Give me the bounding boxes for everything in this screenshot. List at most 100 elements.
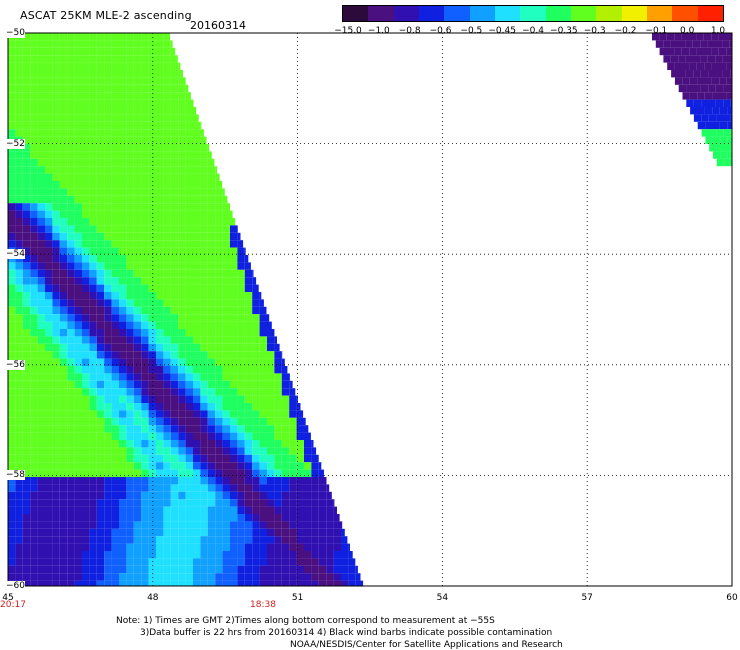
swath-cell xyxy=(274,403,282,411)
swath-cell xyxy=(59,329,68,337)
swath-cell xyxy=(133,203,142,211)
swath-cell xyxy=(37,136,45,144)
swath-cell xyxy=(667,62,675,70)
swath-cell xyxy=(163,373,171,381)
swath-cell xyxy=(8,306,16,315)
swath-cell xyxy=(326,491,332,500)
swath-cell xyxy=(156,432,164,440)
swath-cell xyxy=(207,477,216,485)
swath-cell xyxy=(148,484,156,492)
swath-cell xyxy=(74,321,82,329)
swath-cell xyxy=(274,343,280,352)
swath-cell xyxy=(59,447,68,455)
swath-cell xyxy=(74,491,82,500)
swath-cell xyxy=(722,40,730,48)
swath-cell xyxy=(45,240,53,248)
swath-cell xyxy=(45,188,53,196)
swath-cell xyxy=(126,144,134,152)
swath-cell xyxy=(30,195,38,204)
swath-cell xyxy=(259,573,267,581)
swath-cell xyxy=(730,84,732,93)
swath-cell xyxy=(111,129,119,137)
swath-cell xyxy=(15,551,23,559)
swath-cell xyxy=(230,306,238,315)
swath-cell xyxy=(15,440,23,448)
swath-cell xyxy=(126,477,134,485)
swath-cell xyxy=(341,565,349,574)
swath-cell xyxy=(259,514,267,522)
swath-cell xyxy=(96,484,105,492)
swath-cell xyxy=(193,262,201,270)
swath-cell xyxy=(8,299,16,307)
swath-cell xyxy=(215,269,223,278)
swath-cell xyxy=(156,514,164,522)
longitude-label: 60 xyxy=(726,593,738,603)
swath-cell xyxy=(281,440,290,448)
swath-cell xyxy=(156,477,164,485)
swath-cell xyxy=(200,136,207,144)
swath-cell xyxy=(15,77,23,85)
swath-cell xyxy=(141,33,149,41)
swath-cell xyxy=(215,314,223,322)
swath-cell xyxy=(67,136,75,144)
swath-cell xyxy=(59,351,68,359)
swath-cell xyxy=(304,440,312,448)
swath-cell xyxy=(170,92,179,100)
swath-cell xyxy=(59,292,68,300)
swath-cell xyxy=(141,329,149,337)
swath-cell xyxy=(222,306,230,315)
swath-cell xyxy=(259,343,267,352)
swath-cell xyxy=(111,514,119,522)
swath-cell xyxy=(45,55,53,63)
swath-cell xyxy=(141,55,149,63)
swath-cell xyxy=(207,284,216,292)
swath-cell xyxy=(8,543,16,551)
swath-cell xyxy=(45,410,53,418)
swath-cell xyxy=(30,477,38,485)
swath-cell xyxy=(274,454,282,463)
swath-cell xyxy=(267,380,275,389)
swath-cell xyxy=(82,151,90,159)
swath-cell xyxy=(45,477,53,485)
swath-cell xyxy=(230,351,238,359)
swath-cell xyxy=(74,484,82,492)
swath-cell xyxy=(259,528,267,537)
swath-cell xyxy=(74,336,82,344)
swath-cell xyxy=(141,499,149,507)
swath-cell xyxy=(82,195,90,204)
swath-cell xyxy=(222,373,230,381)
swath-cell xyxy=(126,329,134,337)
swath-cell xyxy=(163,462,171,470)
swath-cell xyxy=(207,573,216,581)
swath-cell xyxy=(74,70,82,78)
swath-cell xyxy=(59,225,68,233)
swath-cell xyxy=(30,351,38,359)
swath-cell xyxy=(311,462,319,470)
swath-cell xyxy=(104,447,112,455)
swath-cell xyxy=(237,380,245,389)
swath-cell xyxy=(244,521,253,529)
swath-cell xyxy=(726,33,732,41)
swath-cell xyxy=(59,92,68,100)
swath-cell xyxy=(104,70,112,78)
swath-cell xyxy=(74,292,82,300)
swath-cell xyxy=(45,447,53,455)
swath-cell xyxy=(119,499,127,507)
swath-cell xyxy=(67,469,75,477)
swath-cell xyxy=(104,255,112,263)
swath-cell xyxy=(22,84,31,93)
swath-cell xyxy=(715,40,723,48)
swath-cell xyxy=(289,469,297,477)
latitude-label: −60 xyxy=(6,581,25,591)
swath-cell xyxy=(200,558,208,566)
swath-cell xyxy=(89,417,97,426)
swath-cell xyxy=(200,536,208,544)
swath-cell xyxy=(8,440,16,448)
swath-cell xyxy=(148,210,156,218)
swath-cell xyxy=(193,173,201,181)
swath-cell xyxy=(259,380,267,389)
swath-cell xyxy=(37,84,45,93)
swath-cell xyxy=(163,336,171,344)
swath-cell xyxy=(274,351,282,359)
swath-cell xyxy=(178,129,186,137)
